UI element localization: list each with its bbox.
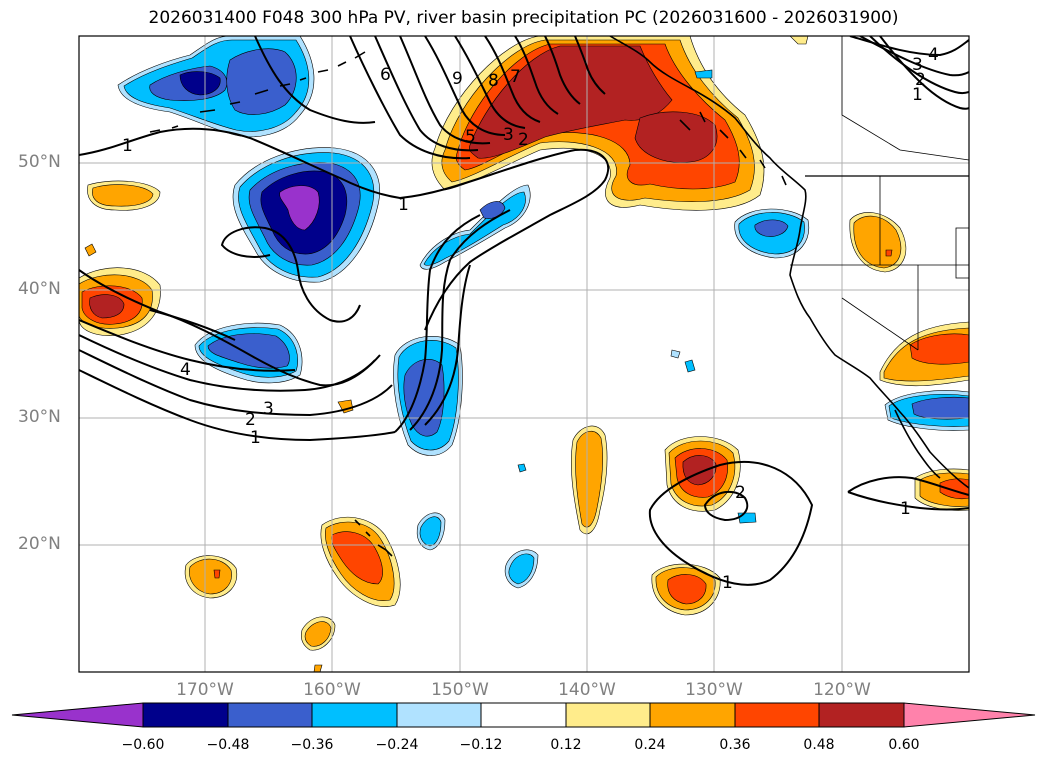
contour-label: 3: [503, 125, 514, 145]
contour-label: 6: [380, 65, 391, 85]
colorbar-segment: [818, 702, 905, 728]
colorbar-tick-label: −0.24: [375, 737, 419, 753]
contour-label: 1: [722, 573, 733, 593]
contour-label: 2: [735, 483, 746, 503]
positive-fills: [79, 36, 969, 672]
colorbar-segment: [480, 702, 567, 728]
lat-label: 50°N: [18, 152, 61, 172]
contour-label: 1: [900, 499, 911, 519]
alaska-coast: [609, 36, 969, 489]
positive-core-gulf-alaska: [468, 45, 673, 159]
lon-label: 120°W: [813, 680, 871, 700]
contour-label: 5: [465, 127, 476, 147]
contour-label: 2: [245, 410, 256, 430]
hawaii-islands: [354, 519, 393, 557]
contour-label: 4: [180, 360, 191, 380]
lat-label: 40°N: [18, 279, 61, 299]
colorbar-segment: [649, 702, 736, 728]
contour-label: 3: [912, 55, 923, 75]
colorbar-segment: [734, 702, 820, 728]
colorbar-segment: [11, 702, 144, 728]
contour-labels: 1 1 2 3 4 1 2 3 5 6 7 8 9 1 2 3 4 2 1 1: [122, 45, 939, 593]
colorbar-tick-label: −0.12: [459, 737, 503, 753]
contour-label: 1: [122, 136, 133, 156]
contour-label: 3: [263, 399, 274, 419]
colorbar-tick-label: 0.48: [803, 737, 835, 753]
lon-label: 140°W: [558, 680, 616, 700]
colorbar-segment: [142, 702, 229, 728]
contour-label: 4: [928, 45, 939, 65]
pv-contour-loop-130w: [648, 460, 814, 586]
colorbar-tick-label: 0.36: [719, 737, 751, 753]
colorbar-tick-label: −0.60: [121, 737, 165, 753]
contour-label: 8: [488, 71, 499, 91]
colorbar: [11, 702, 1036, 728]
colorbar-tick-label: 0.60: [888, 737, 920, 753]
colorbar-tick-label: −0.36: [290, 737, 334, 753]
lat-label: 30°N: [18, 407, 61, 427]
contour-label: 1: [912, 85, 923, 105]
contour-label: 9: [452, 69, 463, 89]
pv-contours: [79, 36, 969, 586]
lon-label: 150°W: [431, 680, 489, 700]
pv-contour-1-north: [79, 127, 610, 331]
colorbar-segment: [396, 702, 482, 728]
lon-label: 130°W: [685, 680, 743, 700]
colorbar-tick-label: 0.24: [634, 737, 666, 753]
colorbar-tick-label: −0.48: [206, 737, 250, 753]
alaska-border: [841, 36, 969, 161]
gridlines: [79, 36, 969, 672]
lon-label: 170°W: [176, 680, 234, 700]
contour-label: 2: [518, 130, 529, 150]
colorbar-segment: [227, 702, 313, 728]
colorbar-segment: [311, 702, 398, 728]
pv-contour-1-south: [79, 369, 396, 442]
contour-label: 1: [398, 195, 409, 215]
baja-california: [894, 409, 941, 479]
colorbar-segment: [903, 702, 1036, 728]
contour-label: 1: [250, 428, 261, 448]
map-title: 2026031400 F048 300 hPa PV, river basin …: [148, 8, 899, 28]
colorbar-segment: [565, 702, 651, 728]
map-frame: [78, 35, 970, 673]
aleutian-islands: [149, 51, 366, 133]
us-state-borders: [790, 176, 969, 351]
lon-label: 160°W: [303, 680, 361, 700]
colorbar-tick-label: 0.12: [550, 737, 582, 753]
map-plot-area: 1 1 2 3 4 1 2 3 5 6 7 8 9 1 2 3 4 2 1 1: [79, 36, 969, 672]
contour-label: 7: [510, 67, 521, 87]
british-columbia-islands: [679, 111, 787, 186]
lat-label: 20°N: [18, 534, 61, 554]
contour-label: 2: [915, 70, 926, 90]
coastlines: [149, 36, 969, 557]
